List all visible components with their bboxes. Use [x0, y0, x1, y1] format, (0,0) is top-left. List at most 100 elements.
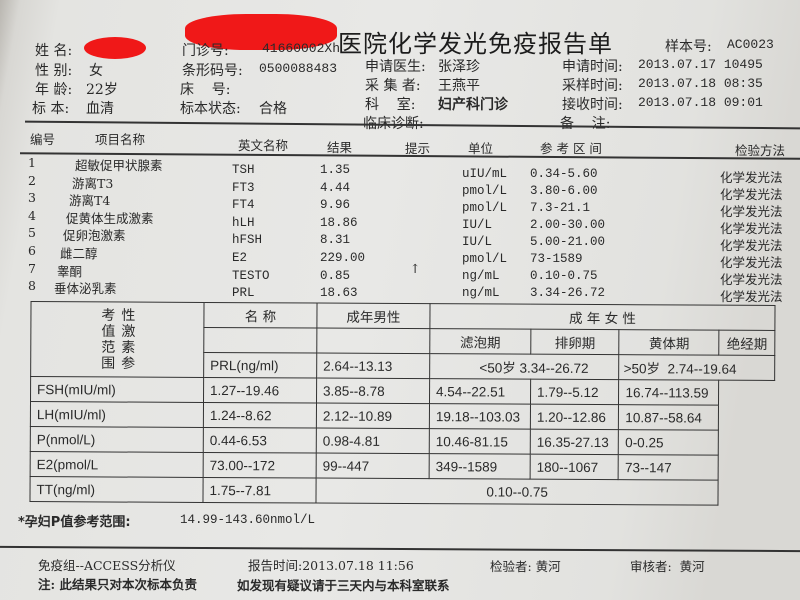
ref-row-name: FSH(mIU/ml) [30, 376, 204, 403]
ref-female-value: 0.98-4.81 [316, 428, 430, 454]
collector: 王燕平 [438, 78, 480, 94]
pregnancy-p-value: 14.99-143.60nmol/L [180, 513, 316, 527]
ref-female-over50: >50岁 2.74--19.64 [619, 354, 775, 381]
result-no: 5 [28, 225, 36, 241]
ref-female-value: 0.10--0.75 [315, 478, 719, 506]
result-en-name: TSH [232, 163, 255, 177]
phase-menopause: 绝经期 [719, 330, 775, 356]
age-value: 22岁 [86, 82, 118, 98]
doctor: 张泽珍 [438, 59, 480, 75]
result-value: 18.63 [320, 286, 358, 301]
receive-time-label: 接收时间: [562, 97, 623, 113]
report-title: 医院化学发光免疫报告单 [338, 30, 613, 58]
ref-female-value: 16.35-27.13 [530, 429, 619, 455]
result-value: 18.86 [320, 215, 358, 230]
result-value: 8.31 [320, 233, 351, 248]
result-value: 4.44 [320, 180, 351, 195]
ref-row: E2(pmol/L 73.00--172 99--447 349--1589 180--… [30, 451, 774, 481]
result-method: 化学发光法 [720, 289, 783, 304]
ref-female-value: 1.79--5.12 [530, 379, 620, 405]
result-name: 促黄体生成激素 [66, 210, 154, 226]
ref-row-tt: TT(ng/ml) 1.75--7.81 0.10--0.75 [29, 476, 774, 506]
sex-hormone-reference-table: 性激素参考值范围 名 称 成年男性 成 年 女 性 滤泡期 排卵期 黄体期 绝经… [29, 301, 776, 506]
redaction-patient-name [84, 37, 146, 59]
result-value: 1.35 [320, 163, 351, 177]
sample-no-label: 样本号: [665, 39, 712, 55]
ref-female-value: 10.87--58.64 [618, 404, 719, 431]
result-unit: pmol/L [462, 184, 508, 198]
ref-row: FSH(mIU/ml) 1.27--19.46 3.85--8.78 4.54--22… [30, 376, 775, 406]
ref-female-value: 2.12--10.89 [316, 403, 430, 429]
age-label: 年 龄: [35, 82, 73, 98]
ref-header-row: 性激素参考值范围 名 称 成年男性 成 年 女 性 [30, 301, 776, 378]
remark-label: 备 注: [560, 116, 611, 132]
ref-female-value: 73--147 [618, 454, 719, 481]
result-unit: IU/L [462, 235, 493, 249]
ref-male-header: 成年男性 [316, 303, 431, 329]
specimen-status-label: 标本状态: [180, 101, 241, 117]
request-time-label: 申请时间: [562, 59, 623, 75]
result-value: 9.96 [320, 198, 351, 213]
specimen-status: 合格 [259, 101, 287, 117]
ref-female-value: 19.18--103.03 [429, 403, 531, 430]
analyzer: 免疫组--ACCESS分析仪 [38, 558, 176, 573]
sample-no: AC0023 [727, 37, 774, 52]
result-method: 化学发光法 [720, 272, 783, 287]
result-ref-range: 0.10-0.75 [530, 269, 598, 283]
dept-label: 科 室: [365, 97, 416, 113]
result-method: 化学发光法 [720, 221, 783, 236]
ref-name-header: 名 称 [203, 302, 318, 329]
result-ref-range: 3.34-26.72 [530, 286, 606, 300]
result-name: 促卵泡激素 [63, 228, 126, 244]
col-header-result: 结果 [327, 140, 353, 155]
result-unit: uIU/mL [462, 167, 508, 181]
result-method: 化学发光法 [720, 238, 783, 253]
result-name: 雌二醇 [60, 246, 98, 261]
col-header-no: 编号 [30, 132, 56, 147]
result-no: 1 [28, 155, 36, 170]
bed-label: 床 号: [180, 82, 231, 98]
barcode: 0500088483 [259, 61, 338, 76]
ref-male-value: 73.00--172 [203, 452, 317, 479]
result-name: 垂体泌乳素 [54, 281, 117, 297]
specimen-value: 血清 [86, 101, 114, 117]
ref-female-under50: <50岁 3.34--26.72 [429, 353, 620, 380]
col-header-unit: 单位 [468, 141, 494, 156]
redaction-hospital-name [185, 14, 337, 50]
result-unit: pmol/L [462, 252, 508, 266]
report-time: 报告时间:2013.07.18 11:56 [248, 558, 414, 573]
footer-divider [0, 545, 800, 552]
ref-row-name: P(nmol/L) [30, 426, 204, 453]
ref-female-value: 99--447 [316, 453, 430, 479]
result-no: 4 [28, 207, 36, 223]
ref-empty-cell [203, 327, 317, 354]
result-no: 7 [28, 260, 36, 276]
phase-ovulation: 排卵期 [530, 329, 620, 355]
ref-male-value: 0.44-6.53 [203, 427, 317, 454]
result-en-name: E2 [232, 251, 248, 265]
ref-row-name: E2(pmol/L [30, 451, 204, 478]
result-name: 睾酮 [57, 263, 83, 279]
result-en-name: TESTO [232, 268, 270, 283]
tester: 检验者: 黄河 [490, 559, 561, 574]
ref-row: P(nmol/L) 0.44-6.53 0.98-4.81 10.46-81.15 16… [30, 426, 774, 456]
contact-note: 如发现有疑议请于三天内与本科室联系 [237, 578, 450, 593]
ref-side-label: 性激素参考值范围 [30, 301, 205, 378]
result-unit: IU/L [462, 218, 493, 232]
result-name: 游离T4 [69, 193, 111, 209]
ref-female-value: 10.46-81.15 [429, 428, 531, 455]
result-unit: ng/mL [462, 286, 500, 300]
clinic-no: 41660002Xh [262, 41, 341, 56]
ref-female-value: 180--1067 [530, 454, 619, 480]
disclaimer: 注: 此结果只对本次标本负责 [38, 577, 197, 592]
ref-female-value: 1.20--12.86 [530, 404, 619, 430]
result-no: 6 [28, 243, 36, 258]
sampling-time-label: 采样时间: [562, 78, 623, 94]
result-unit: pmol/L [462, 201, 508, 215]
name-label: 姓 名: [35, 43, 73, 59]
result-method: 化学发光法 [720, 170, 783, 185]
result-value: 229.00 [320, 251, 366, 265]
gender-label: 性 别: [35, 63, 73, 79]
result-ref-range: 7.3-21.1 [530, 201, 591, 215]
ref-female-value: 0-0.25 [618, 429, 719, 456]
